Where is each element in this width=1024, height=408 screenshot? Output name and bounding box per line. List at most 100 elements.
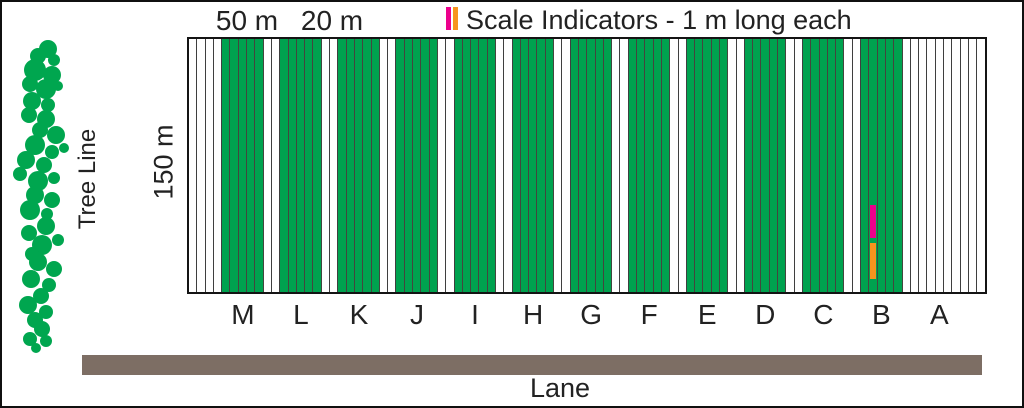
- crop-strip-green: [869, 39, 878, 292]
- crop-strip-white: [794, 39, 803, 292]
- crop-strip-green: [230, 39, 239, 292]
- crop-strip-white: [678, 39, 687, 292]
- crop-strip-white: [944, 39, 953, 292]
- crop-strip-green: [247, 39, 256, 292]
- crop-strip-green: [587, 39, 596, 292]
- crop-strip-green: [753, 39, 762, 292]
- crop-strip-green: [827, 39, 837, 292]
- crop-strip-green: [529, 39, 538, 292]
- crop-strip-white: [919, 39, 928, 292]
- crop-strip-green: [346, 39, 355, 292]
- crop-strip-green: [421, 39, 430, 292]
- crop-strip-green: [288, 39, 297, 292]
- crop-strip-green: [744, 39, 754, 292]
- crop-strip-white: [504, 39, 513, 292]
- crop-strip-green: [570, 39, 579, 292]
- crop-strip-green: [802, 39, 812, 292]
- plot-height-label: 150 m: [148, 124, 179, 200]
- section-label-L: L: [293, 299, 309, 330]
- pink-indicator: [869, 205, 876, 238]
- crop-strip-white: [620, 39, 629, 292]
- crop-strip-white: [197, 39, 206, 292]
- section-label-D: D: [755, 299, 776, 330]
- crop-strip-green: [653, 39, 662, 292]
- crop-strip-green: [545, 39, 555, 292]
- crop-strip-green: [371, 39, 380, 292]
- crop-strip-green: [487, 39, 496, 292]
- crop-strip-green: [255, 39, 264, 292]
- crop-strip-green: [313, 39, 322, 292]
- orange-indicator: [869, 243, 876, 279]
- crop-strip-white: [728, 39, 737, 292]
- pink-scale-legend-icon: [446, 7, 451, 30]
- section-label-I: I: [471, 299, 479, 330]
- crop-strip-green: [885, 39, 895, 292]
- crop-strip-green: [413, 39, 422, 292]
- field-plot: [187, 37, 987, 294]
- crop-strip-white: [263, 39, 272, 292]
- crop-strip-green: [637, 39, 646, 292]
- crop-strip-white: [330, 39, 339, 292]
- section-label-J: J: [410, 299, 425, 330]
- crop-strip-green: [354, 39, 364, 292]
- section-label-C: C: [813, 299, 834, 330]
- crop-strip-green: [296, 39, 306, 292]
- section-label-E: E: [697, 299, 717, 330]
- crop-strip-green: [429, 39, 438, 292]
- crop-strip-green: [396, 39, 405, 292]
- crop-strip-green: [537, 39, 546, 292]
- section-label-F: F: [640, 299, 658, 330]
- crop-strip-green: [454, 39, 463, 292]
- field-strips: [189, 39, 985, 292]
- crop-strip-white: [927, 39, 936, 292]
- crop-strip-white: [786, 39, 795, 292]
- crop-strip-green: [404, 39, 414, 292]
- crop-strip-green: [280, 39, 289, 292]
- crop-strip-white: [612, 39, 621, 292]
- crop-strip-white: [321, 39, 331, 292]
- section-width-label: 50 m: [215, 5, 279, 36]
- crop-strip-green: [661, 39, 671, 292]
- crop-strip-white: [844, 39, 853, 292]
- crop-strip-green: [338, 39, 347, 292]
- crop-strip-white: [977, 39, 985, 292]
- section-label-A: A: [930, 299, 949, 330]
- crop-strip-green: [512, 39, 521, 292]
- crop-strip-green: [603, 39, 613, 292]
- crop-strip-white: [213, 39, 223, 292]
- lane-label: Lane: [529, 373, 591, 403]
- crop-strip-green: [471, 39, 480, 292]
- crop-strip-green: [769, 39, 779, 292]
- orange-scale-legend-icon: [453, 7, 458, 30]
- crop-strip-white: [960, 39, 969, 292]
- crop-strip-green: [462, 39, 472, 292]
- crop-strip-green: [628, 39, 638, 292]
- crop-strip-white: [437, 39, 447, 292]
- crop-strip-white: [554, 39, 563, 292]
- crop-strip-white: [205, 39, 214, 292]
- crop-strip-green: [520, 39, 530, 292]
- crop-strip-white: [910, 39, 920, 292]
- crop-strip-green: [720, 39, 729, 292]
- crop-strip-white: [952, 39, 961, 292]
- crop-strip-white: [736, 39, 745, 292]
- crop-strip-white: [446, 39, 455, 292]
- crop-strip-white: [388, 39, 397, 292]
- crop-strip-white: [902, 39, 911, 292]
- section-label-K: K: [349, 299, 369, 330]
- crop-strip-green: [686, 39, 696, 292]
- crop-strip-green: [761, 39, 770, 292]
- crop-strip-white: [852, 39, 862, 292]
- scale-indicator-legend-label: Scale Indicators - 1 m long each: [466, 5, 852, 35]
- crop-strip-green: [695, 39, 704, 292]
- tree-line-label: Tree Line: [74, 128, 101, 230]
- section-label-G: G: [580, 299, 603, 330]
- crop-strip-green: [238, 39, 248, 292]
- crop-strip-white: [271, 39, 281, 292]
- crop-strip-white: [562, 39, 571, 292]
- crop-strip-green: [305, 39, 314, 292]
- crop-strip-green: [711, 39, 720, 292]
- crop-strip-green: [861, 39, 870, 292]
- crop-strip-green: [877, 39, 886, 292]
